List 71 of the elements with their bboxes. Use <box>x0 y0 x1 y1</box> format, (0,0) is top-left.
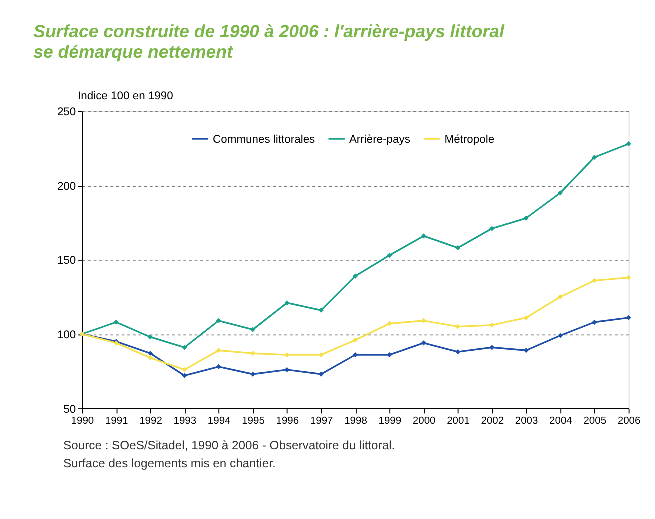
legend-label: Communes littorales <box>213 134 316 146</box>
legend-label: Arrière-pays <box>349 134 411 146</box>
x-tick-label: 1996 <box>276 416 300 427</box>
point <box>387 352 392 358</box>
y-axis-title: Indice 100 en 1990 <box>78 90 174 103</box>
point <box>352 274 358 279</box>
point <box>387 252 392 258</box>
x-tick-label: 2001 <box>447 416 470 427</box>
x-tick-label: 2004 <box>550 416 573 427</box>
point <box>490 226 495 232</box>
point <box>284 352 290 358</box>
point <box>318 308 324 314</box>
y-tick-label: 100 <box>57 329 76 342</box>
x-tick-label: 1997 <box>310 416 334 427</box>
point <box>318 372 324 377</box>
point <box>592 320 598 325</box>
point <box>216 364 222 370</box>
y-tick-label: 250 <box>57 106 76 119</box>
point <box>182 345 188 350</box>
point <box>455 246 461 251</box>
point <box>182 367 188 372</box>
x-tick-label: 1990 <box>71 416 94 427</box>
point <box>626 142 632 147</box>
point <box>421 340 426 346</box>
y-tick-label: 50 <box>64 404 76 416</box>
point <box>182 373 188 378</box>
point <box>421 234 426 239</box>
point <box>524 348 529 354</box>
point <box>148 351 154 356</box>
point <box>592 154 598 160</box>
point <box>626 315 632 320</box>
x-tick-label: 2005 <box>584 416 607 427</box>
point <box>284 300 290 306</box>
x-tick-label: 2002 <box>481 416 504 427</box>
point <box>148 355 154 361</box>
x-tick-label: 1992 <box>140 416 163 427</box>
point <box>250 327 256 332</box>
point <box>352 352 358 358</box>
x-tick-label: 1995 <box>242 416 266 427</box>
point <box>558 294 564 300</box>
point <box>524 315 529 320</box>
y-tick-label: 200 <box>57 180 76 193</box>
x-tick-label: 1998 <box>344 416 368 427</box>
x-tick-label: 2000 <box>412 416 436 427</box>
point <box>558 333 564 338</box>
x-tick-label: 1999 <box>378 416 402 427</box>
point <box>524 216 529 221</box>
legend-label: Métropole <box>444 134 495 146</box>
point <box>114 320 119 325</box>
x-tick-label: 2003 <box>515 416 539 427</box>
point <box>216 348 222 354</box>
x-tick-label: 1993 <box>174 416 197 427</box>
point <box>490 322 495 328</box>
point <box>250 372 256 377</box>
x-tick-label: 1994 <box>208 416 232 427</box>
x-tick-label: 2006 <box>618 416 642 427</box>
point <box>148 334 154 340</box>
point <box>216 318 222 324</box>
point <box>455 350 461 355</box>
chart-title: Surface construite de 1990 à 2006 : l'arrière-pays littoral se démarque nettement <box>34 22 506 62</box>
point <box>592 278 598 284</box>
point <box>421 318 426 324</box>
x-tick-label: 1991 <box>105 416 129 427</box>
y-tick-label: 150 <box>57 255 76 268</box>
source-note: Source : SOeS/Sitadel, 1990 à 2006 - Observatoire du littoral. <box>64 438 396 453</box>
point <box>318 352 324 358</box>
point <box>352 338 358 343</box>
point <box>284 367 290 372</box>
point <box>558 190 564 196</box>
text: Surface des logements mis en chantier. <box>64 456 276 470</box>
point <box>626 275 632 280</box>
